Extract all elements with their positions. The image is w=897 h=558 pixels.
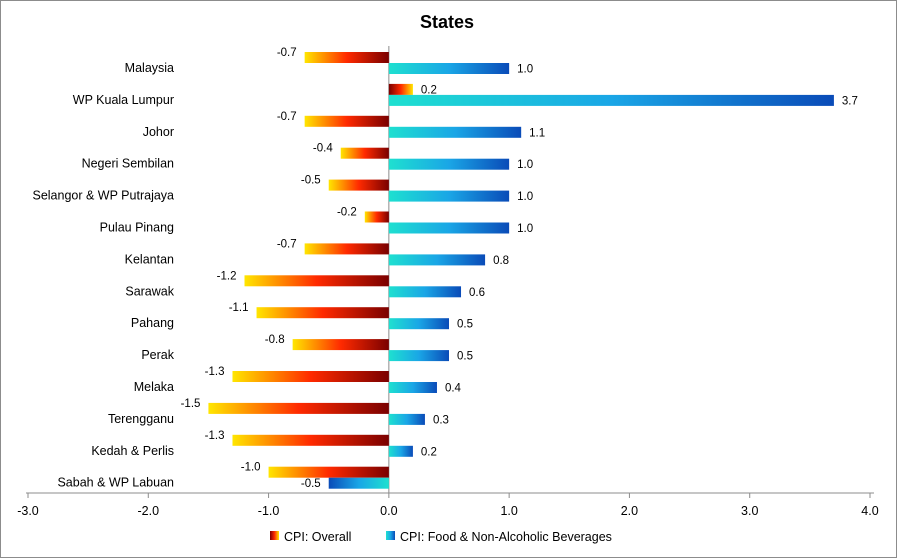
axis-layer: -3.0 -2.0 -1.0 0.0 1.0 2.0 3.0 4.0 — [17, 46, 879, 518]
data-label: 0.8 — [493, 255, 509, 267]
data-label: 0.5 — [457, 351, 473, 363]
category-label: Malaysia — [125, 61, 174, 75]
data-label: 1.0 — [517, 223, 533, 235]
bar-cpi-overall — [328, 179, 389, 191]
data-label: -0.8 — [265, 334, 285, 346]
x-tick-label: 3.0 — [741, 504, 758, 518]
category-label: Melaka — [134, 380, 174, 394]
data-label: 0.2 — [421, 84, 437, 96]
category-label: Pahang — [131, 316, 174, 330]
legend-label: CPI: Overall — [284, 530, 351, 544]
data-label: -0.5 — [301, 175, 321, 187]
category-label: WP Kuala Lumpur — [73, 93, 174, 107]
data-label: 1.0 — [517, 159, 533, 171]
data-label: 0.5 — [457, 319, 473, 331]
data-label: -0.7 — [277, 238, 297, 250]
data-label: -0.7 — [277, 47, 297, 59]
bar-cpi-overall — [304, 115, 389, 127]
x-tick-label: -1.0 — [258, 504, 280, 518]
bar-cpi-food — [388, 158, 510, 170]
bar-cpi-overall — [244, 275, 389, 287]
bar-cpi-overall — [292, 339, 389, 351]
bar-cpi-food — [388, 190, 510, 202]
category-label: Negeri Sembilan — [82, 157, 174, 171]
data-label: 0.2 — [421, 446, 437, 458]
x-tick-label: 2.0 — [621, 504, 638, 518]
category-label: Kelantan — [125, 252, 174, 266]
bar-cpi-overall — [232, 371, 389, 382]
bar-cpi-food — [388, 94, 834, 106]
bar-cpi-food — [388, 445, 413, 457]
bar-cpi-food — [388, 413, 425, 425]
category-label: Sarawak — [125, 284, 174, 298]
data-label: -1.5 — [181, 398, 201, 410]
x-tick-label: 0.0 — [380, 504, 397, 518]
data-label: 1.1 — [529, 127, 545, 139]
data-label: -1.0 — [241, 462, 261, 474]
x-tick-label: 1.0 — [500, 504, 517, 518]
x-tick-label: 4.0 — [861, 504, 878, 518]
bar-cpi-food — [388, 350, 449, 362]
category-label: Johor — [143, 125, 174, 139]
bar-cpi-overall — [256, 307, 389, 319]
bar-cpi-food — [328, 477, 389, 489]
data-label: 1.0 — [517, 191, 533, 203]
legend-swatch — [270, 531, 279, 540]
bar-cpi-overall — [388, 83, 413, 95]
bar-cpi-overall — [364, 211, 389, 223]
data-label: -1.1 — [229, 302, 249, 314]
data-label: -0.2 — [337, 207, 357, 219]
bar-cpi-overall — [232, 434, 389, 446]
data-label: -0.7 — [277, 111, 297, 123]
legend-swatch — [386, 531, 395, 540]
data-label: -1.3 — [205, 430, 225, 442]
bar-cpi-food — [388, 318, 449, 330]
legend-label: CPI: Food & Non-Alcoholic Beverages — [400, 530, 612, 544]
x-tick-label: -2.0 — [138, 504, 160, 518]
bar-cpi-overall — [340, 147, 389, 159]
category-label: Terengganu — [108, 412, 174, 426]
chart-title: States — [420, 12, 474, 32]
data-label: -0.5 — [301, 478, 321, 490]
data-label: 0.6 — [469, 287, 485, 299]
bars-layer — [208, 52, 834, 489]
bar-cpi-overall — [268, 466, 389, 478]
labels-layer: Malaysia -0.7 1.0 WP Kuala Lumpur 0.2 3.7 Joho… — [32, 47, 857, 490]
category-label: Perak — [141, 348, 174, 362]
bar-cpi-overall — [304, 243, 389, 255]
category-label: Pulau Pinang — [100, 221, 174, 235]
x-tick-label: -3.0 — [17, 504, 39, 518]
category-label: Selangor & WP Putrajaya — [32, 189, 174, 203]
bar-cpi-overall — [304, 52, 389, 63]
category-label: Kedah & Perlis — [91, 444, 174, 458]
data-label: -1.3 — [205, 366, 225, 378]
bar-cpi-food — [388, 222, 510, 234]
bar-cpi-food — [388, 126, 522, 138]
data-label: -0.4 — [313, 143, 333, 155]
legend: CPI: Overall CPI: Food & Non-Alcoholic Be… — [270, 530, 612, 544]
category-label: Sabah & WP Labuan — [57, 476, 174, 490]
bar-cpi-food — [388, 382, 437, 393]
bar-cpi-food — [388, 63, 510, 74]
data-label: 1.0 — [517, 64, 533, 76]
data-label: -1.2 — [217, 270, 237, 282]
bar-cpi-food — [388, 254, 486, 266]
data-label: 3.7 — [842, 95, 858, 107]
data-label: 0.3 — [433, 414, 449, 426]
bar-cpi-food — [388, 286, 462, 298]
bar-cpi-overall — [208, 402, 389, 414]
data-label: 0.4 — [445, 383, 462, 395]
